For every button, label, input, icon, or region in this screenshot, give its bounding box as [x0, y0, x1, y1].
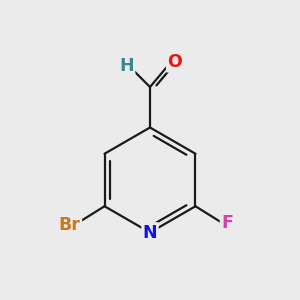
Text: F: F [221, 214, 233, 232]
Text: N: N [143, 224, 157, 242]
Text: Br: Br [59, 215, 81, 233]
Text: H: H [119, 57, 134, 75]
Text: O: O [167, 53, 182, 71]
